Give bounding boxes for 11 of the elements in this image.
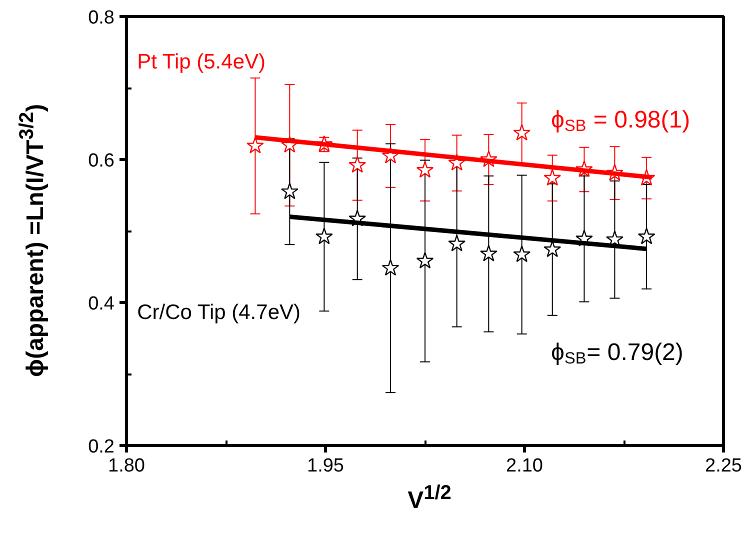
legend-label: Cr/Co Tip (4.7eV) bbox=[137, 300, 301, 324]
x-tick-label: 2.25 bbox=[705, 456, 742, 476]
y-tick-label: 0.8 bbox=[88, 8, 115, 28]
x-tick-label: 1.80 bbox=[108, 456, 145, 476]
y-tick-label: 0.2 bbox=[88, 436, 115, 458]
x-axis-title: V$^{1/2}$ bbox=[406, 481, 452, 516]
x-tick-label: 1.95 bbox=[307, 456, 344, 476]
y-tick-label: 0.6 bbox=[88, 150, 115, 172]
x-tick-label: 2.10 bbox=[506, 456, 543, 476]
y-tick-label: 0.4 bbox=[88, 294, 115, 314]
text: Pt Tip (5.4eV) bbox=[137, 50, 266, 74]
